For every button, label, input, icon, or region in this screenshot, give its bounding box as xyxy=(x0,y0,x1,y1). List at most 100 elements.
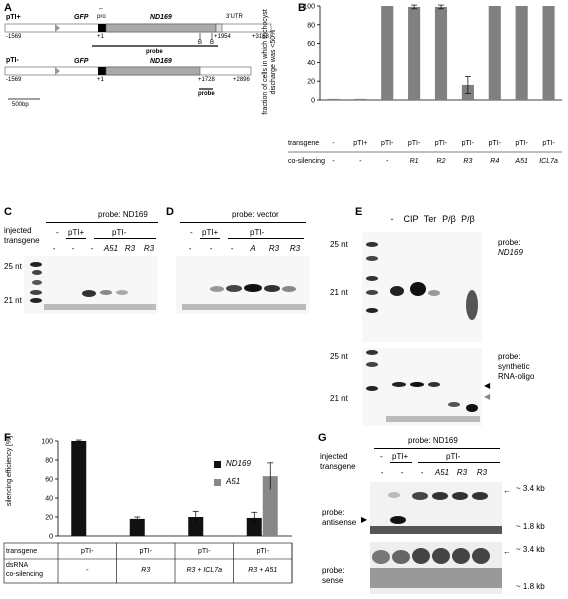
panel-g-lane-label: - xyxy=(380,468,384,477)
coord-mid-2: +1728 xyxy=(198,77,215,83)
panel-c-lane-label: R3 xyxy=(124,244,136,253)
legend-label-a51: A51 xyxy=(226,477,241,486)
panel-e-probe1-a: probe: xyxy=(498,238,521,247)
panel-e-label: E xyxy=(355,206,363,218)
panel-f-cosilencing-cell: R3 + A51 xyxy=(248,567,278,574)
panel-g-probe-rule xyxy=(374,448,500,449)
panel-f-cosilencing-cell: R3 xyxy=(141,567,151,574)
panel-e-lane-label: P/β xyxy=(442,214,456,224)
panel-d-group-2: pTI+ xyxy=(202,228,219,237)
panel-g-group-rule-2 xyxy=(418,462,500,463)
nd169-label-1: ND169 xyxy=(150,14,172,21)
panel-c-group-2: pTI+ xyxy=(68,228,85,237)
panel-d-probe-title: probe: vector xyxy=(232,210,279,219)
panel-g-lane-label: A51 xyxy=(434,468,450,477)
panel-g-size-bot2: ~ 1.8 kb xyxy=(516,582,545,591)
panel-f-transgene-cell: pTI- xyxy=(198,548,211,555)
panel-f-transgene-cell: pTI- xyxy=(256,548,269,555)
panel-g-group-1: - xyxy=(380,452,383,461)
panel-f-ytick-label: 20 xyxy=(45,515,53,522)
panel-g-sense: sense xyxy=(322,576,344,585)
utr-label: 3'UTR xyxy=(226,14,243,20)
panel-c-marker-bottom: 21 nt xyxy=(4,296,22,305)
panel-f-ytick-label: 40 xyxy=(45,496,53,503)
panel-g-probe-sense: probe: xyxy=(322,566,345,575)
panel-b-transgene-cell: pTI- xyxy=(407,140,421,147)
panel-f-bar-nd169 xyxy=(129,518,145,536)
gfp-label-1: GFP xyxy=(74,14,89,21)
panel-d-lane-label: - xyxy=(230,244,234,253)
panel-g-lane-label: R3 xyxy=(456,468,468,477)
panel-c-lane-label: R3 xyxy=(143,244,155,253)
panel-b-cosilencing-cell: - xyxy=(386,158,389,165)
panel-e-probe2-b: synthetic xyxy=(498,362,530,371)
construct-pti-minus-name: pTI- xyxy=(6,57,19,64)
panel-f-ytick-label: 60 xyxy=(45,477,53,484)
pro-label: pro xyxy=(97,14,106,20)
panel-b-ytick-label: 60 xyxy=(307,41,315,48)
panel-e-black-arrow-icon: ◀ xyxy=(484,381,491,390)
panel-b-transgene-cell: pTI- xyxy=(488,140,501,147)
panel-g-group-3: pTI- xyxy=(446,452,461,461)
panel-c-group-rule-2 xyxy=(94,238,156,239)
coord-start-2: +1 xyxy=(97,77,104,83)
panel-f-cosilencing-cell: R3 + ICL7a xyxy=(186,567,223,574)
panel-b-transgene-cell: pTI+ xyxy=(353,140,368,147)
panel-b-ytick-label: 0 xyxy=(311,98,315,105)
coord-right-2: +2896 xyxy=(233,77,250,83)
panel-e-grey-arrow-icon: ◀ xyxy=(484,392,491,401)
panel-c-transgene: transgene xyxy=(4,236,40,245)
legend-swatch-nd169 xyxy=(214,461,221,468)
panel-e-blot-1 xyxy=(362,232,482,342)
panel-d-lane-label: A xyxy=(250,244,256,253)
panel-b-cosilencing-cell: R1 xyxy=(409,158,419,165)
panel-f-bar-nd169 xyxy=(246,517,262,536)
panel-b-transgene-cell: pTI- xyxy=(461,140,475,147)
panel-d-group-rule-2 xyxy=(228,238,304,239)
row-dsrna-label-f: dsRNA xyxy=(6,562,29,569)
row-transgene-label-b: transgene xyxy=(288,140,320,147)
panel-g-size-bot: ~ 1.8 kb xyxy=(516,522,545,531)
panel-f-ytick-label: 0 xyxy=(49,534,53,541)
panel-c-group-3: pTI- xyxy=(112,228,127,237)
panel-b-bar xyxy=(488,6,501,100)
panel-e-probe1-b: ND169 xyxy=(498,248,523,257)
panel-f-transgene-cell: pTI- xyxy=(81,548,94,555)
panel-b-bar xyxy=(542,6,555,100)
panel-b-bar xyxy=(408,6,421,100)
panel-g-group-2: pTI+ xyxy=(392,452,409,461)
panel-c-lane-label: A51 xyxy=(103,244,119,253)
panel-g-injected: injected xyxy=(320,452,348,461)
panel-b-cosilencing-cell: - xyxy=(359,158,362,165)
panel-d-blot xyxy=(176,256,310,314)
panel-d-label: D xyxy=(166,206,174,218)
coord-left-2: -1569 xyxy=(6,77,22,83)
panel-b-label: B xyxy=(298,2,306,14)
panel-f-bar-nd169 xyxy=(188,517,204,536)
site-b-1: B xyxy=(198,40,203,46)
panel-b-cosilencing-cell: R2 xyxy=(436,158,446,165)
panel-b-bar xyxy=(515,6,528,100)
panel-g-blot-antisense xyxy=(370,482,502,534)
panel-c-lane-label: - xyxy=(90,244,94,253)
panel-c-label: C xyxy=(4,206,12,218)
panel-e-lane-label: P/β xyxy=(461,214,475,224)
panel-b-bar xyxy=(434,6,448,100)
pro-arrow-icon: ⇔ xyxy=(98,6,104,12)
panel-d-probe-rule xyxy=(180,222,306,223)
panel-g-arrow-icon-2: ← xyxy=(503,547,511,556)
panel-e-marker-bot-2: 21 nt xyxy=(330,394,348,403)
panel-f-bar-a51 xyxy=(262,476,278,536)
panel-d-lane-label: - xyxy=(188,244,192,253)
panel-c-lane-label: - xyxy=(52,244,56,253)
panel-d-group-1: - xyxy=(190,228,193,237)
panel-e-lane-label: - xyxy=(390,214,394,224)
construct-pti-plus-name: pTI+ xyxy=(6,14,21,21)
coord-start-1: +1 xyxy=(97,34,104,40)
nd169-label-2: ND169 xyxy=(150,58,172,65)
panel-g-lane-label: - xyxy=(400,468,404,477)
row-cosilencing-label-f: co-silencing xyxy=(6,571,43,578)
panel-g-antisense: antisense xyxy=(322,518,357,527)
panel-g-lane-label: R3 xyxy=(476,468,488,477)
